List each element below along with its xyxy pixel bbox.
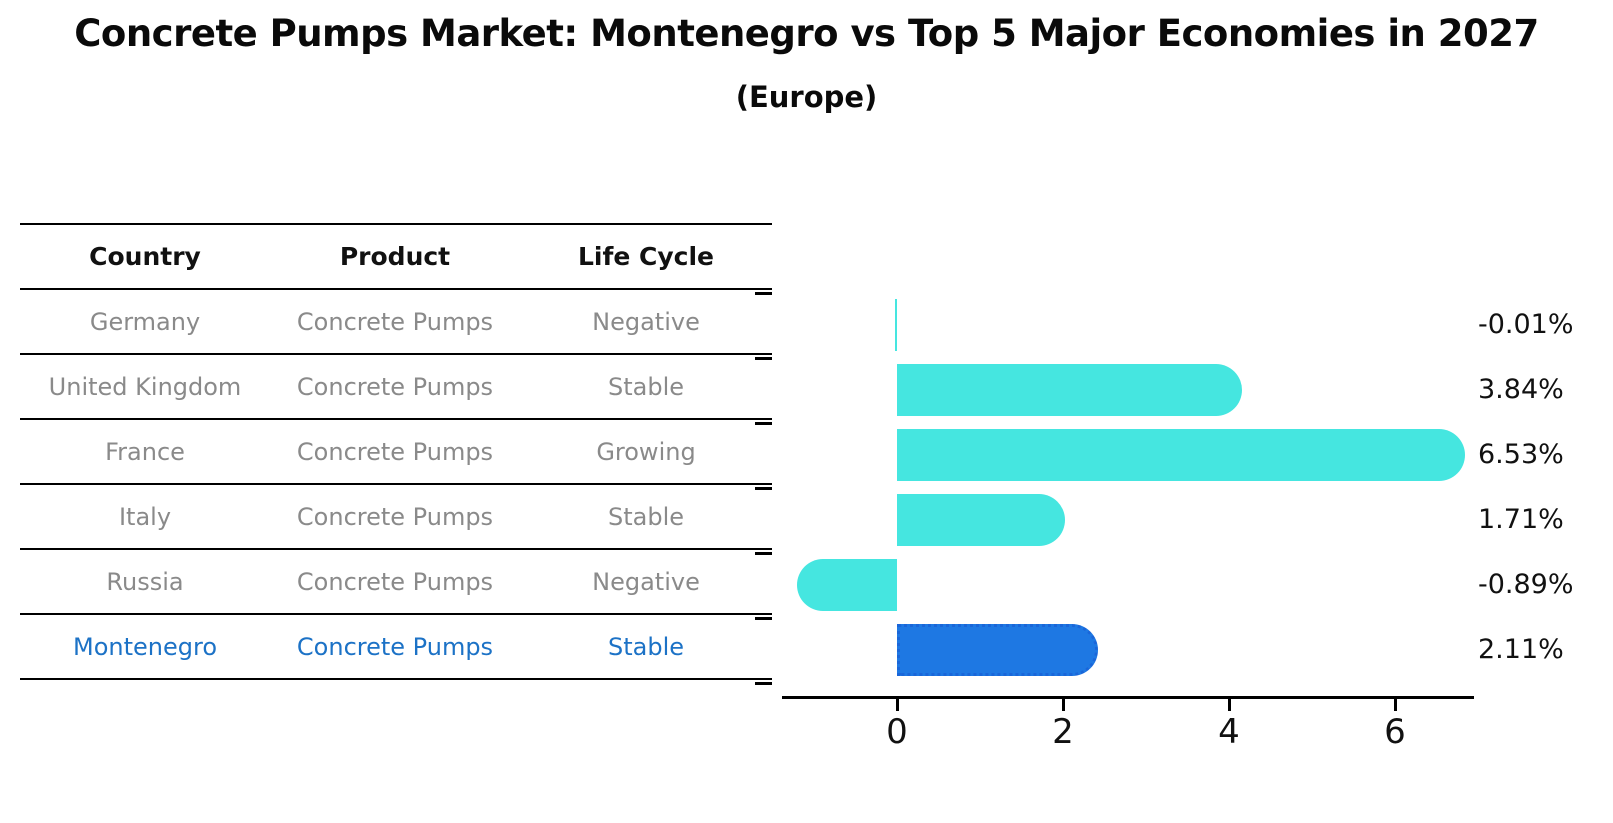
table-row: Russia Concrete Pumps Negative [20, 550, 772, 615]
bar-value-label: -0.01% [1478, 309, 1574, 340]
x-axis-tick [1061, 699, 1065, 711]
table-row: Germany Concrete Pumps Negative [20, 290, 772, 355]
table-cell-product: Concrete Pumps [296, 567, 494, 596]
bar-montenegro [897, 624, 1099, 676]
table-cell-life-cycle: Negative [592, 307, 700, 336]
table-cell-country: France [105, 437, 185, 466]
table-row: United Kingdom Concrete Pumps Stable [20, 355, 772, 420]
column-header-lifecycle: Life Cycle [577, 242, 715, 271]
table-cell-country: United Kingdom [48, 372, 242, 401]
table-cell-product: Concrete Pumps [296, 372, 494, 401]
bar-value-label: 1.71% [1478, 504, 1564, 535]
x-axis-tick-label: 2 [1052, 712, 1074, 752]
table-cell-country: Germany [89, 307, 201, 336]
column-header-country: Country [89, 242, 201, 271]
x-axis-tick [1227, 699, 1231, 711]
bar-russia [797, 559, 897, 611]
table-cell-country: Montenegro [72, 632, 217, 661]
bar-italy [897, 494, 1065, 546]
bar-germany [895, 299, 897, 351]
bar-value-label: 2.11% [1478, 634, 1564, 665]
x-axis-line [782, 696, 1474, 699]
table-cell-country: Russia [106, 567, 184, 596]
table-cell-product: Concrete Pumps [296, 307, 494, 336]
x-axis-tick-label: 0 [886, 712, 908, 752]
bar-united-kingdom [897, 364, 1242, 416]
table-row: France Concrete Pumps Growing [20, 420, 772, 485]
table-cell-life-cycle: Negative [592, 567, 700, 596]
chart-subtitle: (Europe) [735, 80, 878, 114]
table-cell-product: Concrete Pumps [296, 437, 494, 466]
table-body: Germany Concrete Pumps Negative United King… [20, 290, 772, 680]
table-cell-product: Concrete Pumps [296, 502, 494, 531]
x-axis-tick [1393, 699, 1397, 711]
table-cell-life-cycle: Growing [596, 437, 696, 466]
bar-value-label: -0.89% [1478, 569, 1574, 600]
x-axis-tick-label: 4 [1218, 712, 1240, 752]
data-table: Country Product Life Cycle Germany Concre… [20, 223, 772, 680]
table-header-row: Country Product Life Cycle [20, 225, 772, 290]
bar-france [897, 429, 1465, 481]
y-axis-tick [755, 682, 772, 685]
table-cell-life-cycle: Stable [607, 632, 685, 661]
table-row: Montenegro Concrete Pumps Stable [20, 615, 772, 680]
x-axis-tick-label: 6 [1384, 712, 1406, 752]
chart-title: Concrete Pumps Market: Montenegro vs Top… [74, 12, 1539, 55]
x-axis-tick [895, 699, 899, 711]
table-cell-life-cycle: Stable [607, 502, 685, 531]
table-row: Italy Concrete Pumps Stable [20, 485, 772, 550]
table-cell-life-cycle: Stable [607, 372, 685, 401]
table-cell-country: Italy [118, 502, 172, 531]
column-header-product: Product [339, 242, 451, 271]
table-cell-product: Concrete Pumps [296, 632, 494, 661]
bar-value-label: 6.53% [1478, 439, 1564, 470]
bar-value-label: 3.84% [1478, 374, 1564, 405]
